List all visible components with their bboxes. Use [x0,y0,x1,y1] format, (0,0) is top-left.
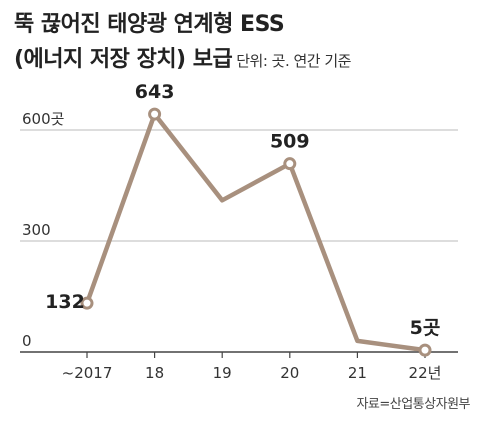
chart-title-line2-row: (에너지 저장 장치) 보급 단위: 곳. 연간 기준 [14,44,351,77]
x-tick-label: 20 [280,364,299,382]
data-point-marker [80,296,94,310]
y-tick-label: 0 [22,332,32,350]
x-tick-label: 21 [348,364,367,382]
data-label: 643 [135,81,175,103]
x-tick-label: 19 [213,364,232,382]
data-point-marker [418,343,432,357]
data-point-marker [148,107,162,121]
y-tick-label: 600곳 [22,110,64,128]
x-tick-label: 22년 [409,364,442,382]
data-label: 132 [45,291,85,313]
series-line [84,111,428,353]
data-label: 509 [270,131,310,153]
chart-title-line2: (에너지 저장 장치) 보급 [14,47,233,72]
x-tick-label: ~2017 [62,364,113,382]
data-point-marker [283,157,297,171]
unit-note: 단위: 곳. 연간 기준 [236,52,351,70]
y-tick-label: 300 [22,221,51,239]
chart-title-line1: 뚝 끊어진 태양광 연계형 ESS [14,12,285,37]
data-label: 5곳 [410,317,441,339]
source-note: 자료=산업통상자원부 [356,397,470,412]
x-tick-label: 18 [145,364,164,382]
